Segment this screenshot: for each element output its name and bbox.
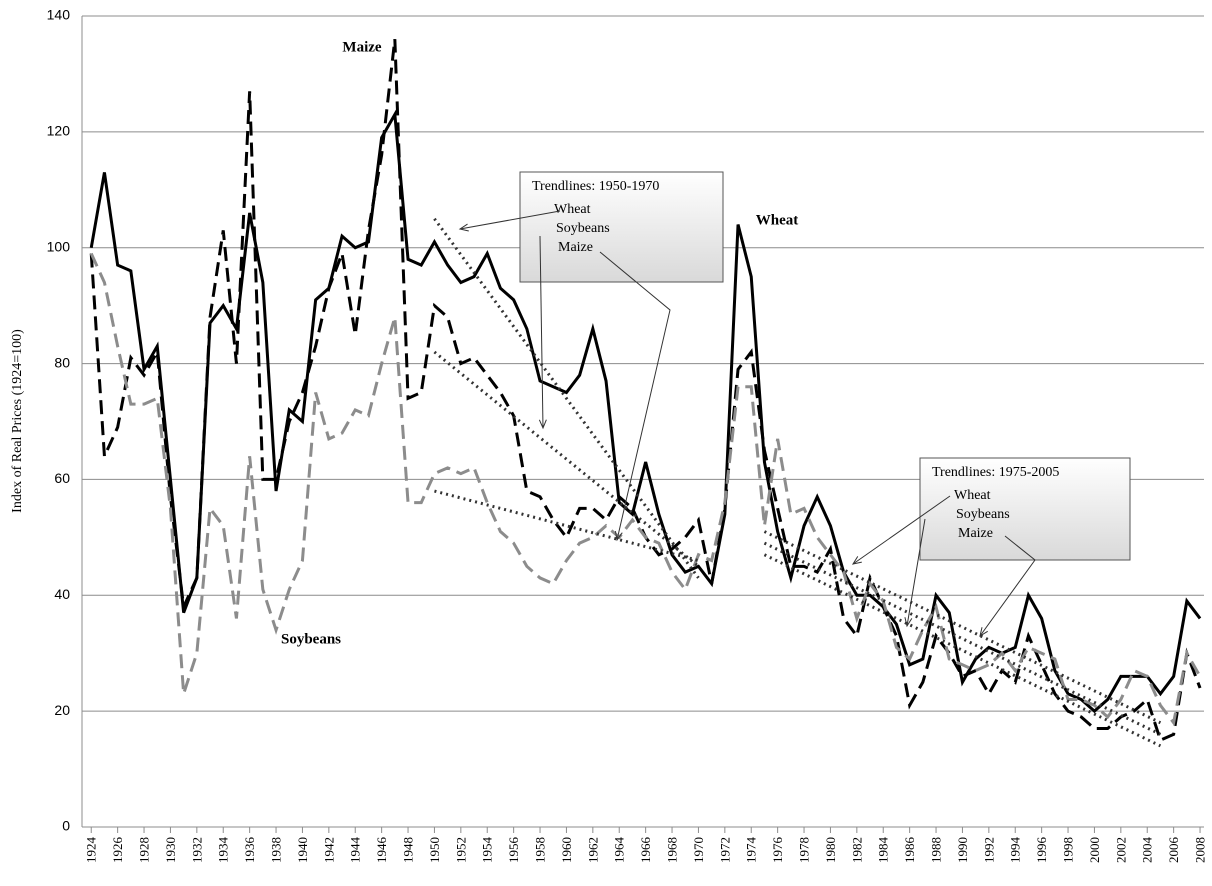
- series-line: [89, 252, 1202, 727]
- x-tick-label: 1982: [849, 837, 864, 863]
- annotation-item: Maize: [558, 240, 593, 255]
- x-tick-label: 2006: [1166, 837, 1181, 864]
- x-tick-label: 1966: [638, 837, 653, 864]
- x-tick-label: 1986: [902, 837, 917, 864]
- annotation-arrow: [979, 535, 1036, 637]
- arrow-head: [538, 419, 547, 430]
- arrow-head: [904, 617, 913, 628]
- x-tick-label: 1960: [559, 837, 574, 863]
- x-tick-label: 1978: [797, 837, 812, 863]
- x-tick-label: 1946: [374, 837, 389, 864]
- annotation-item: Wheat: [554, 202, 591, 217]
- series-label: Wheat: [756, 212, 799, 228]
- trendline: [433, 217, 700, 579]
- annotation-item: Soybeans: [956, 507, 1010, 522]
- y-tick-label: 80: [54, 354, 70, 370]
- annotation-box: [519, 171, 724, 283]
- arrow-head: [458, 223, 469, 232]
- x-tick-label: 1976: [770, 837, 785, 864]
- x-tick-label: 1990: [955, 837, 970, 863]
- x-tick-label: 1954: [480, 837, 495, 864]
- x-tick-label: 1970: [691, 837, 706, 863]
- x-tick-label: 1936: [242, 837, 257, 864]
- series-label: Soybeans: [281, 631, 341, 647]
- x-tick-label: 1964: [612, 837, 627, 864]
- x-tick-label: 1962: [585, 837, 600, 863]
- x-tick-label: 1930: [163, 837, 178, 863]
- arrow-head: [851, 556, 862, 565]
- trendline: [763, 553, 1162, 748]
- y-tick-label: 140: [47, 7, 71, 23]
- x-tick-label: 1958: [533, 837, 548, 863]
- annotation-item: Wheat: [954, 488, 991, 503]
- trendline: [763, 530, 1162, 725]
- x-tick-label: 1992: [981, 837, 996, 863]
- x-tick-label: 1984: [876, 837, 891, 864]
- trendline: [433, 350, 700, 568]
- x-tick-label: 1972: [717, 837, 732, 863]
- x-tick-label: 1944: [348, 837, 363, 864]
- y-tick-label: 120: [47, 123, 71, 139]
- y-tick-label: 60: [54, 470, 70, 486]
- annotation-arrow: [459, 210, 561, 230]
- x-tick-label: 1988: [929, 837, 944, 863]
- x-tick-label: 1928: [137, 837, 152, 863]
- series-line: [89, 39, 1202, 743]
- series-line: [89, 109, 1202, 714]
- x-tick-label: 2000: [1087, 837, 1102, 863]
- x-tick-label: 2004: [1140, 837, 1155, 864]
- annotation-title: Trendlines: 1975-2005: [932, 465, 1059, 480]
- x-tick-label: 1932: [189, 837, 204, 863]
- x-tick-label: 1938: [269, 837, 284, 863]
- x-tick-label: 1934: [216, 837, 231, 864]
- arrow-head: [614, 531, 623, 542]
- x-tick-label: 1956: [506, 837, 521, 864]
- annotation-item: Maize: [958, 526, 993, 541]
- annotation-arrow: [539, 235, 544, 429]
- x-tick-label: 1980: [823, 837, 838, 863]
- arrow-head: [979, 627, 988, 638]
- y-tick-label: 20: [54, 702, 70, 718]
- x-tick-label: 1924: [84, 837, 99, 864]
- series-label: Maize: [342, 39, 381, 55]
- annotation-title: Trendlines: 1950-1970: [532, 179, 659, 194]
- x-tick-label: 1942: [321, 837, 336, 863]
- y-tick-label: 40: [54, 586, 70, 602]
- x-tick-label: 1950: [427, 837, 442, 863]
- x-tick-label: 1996: [1034, 837, 1049, 864]
- trendline: [763, 541, 1162, 736]
- x-tick-label: 1952: [453, 837, 468, 863]
- annotation-box: [919, 457, 1131, 561]
- x-tick-label: 2008: [1193, 837, 1208, 863]
- x-tick-label: 1926: [110, 837, 125, 864]
- trendline: [434, 489, 699, 562]
- annotation-arrow: [852, 495, 951, 565]
- x-tick-label: 1948: [401, 837, 416, 863]
- annotation-arrow: [906, 518, 926, 627]
- x-tick-label: 1994: [1008, 837, 1023, 864]
- x-tick-label: 2002: [1113, 837, 1128, 863]
- y-axis-label: Index of Real Prices (1924=100): [10, 329, 25, 513]
- y-tick-label: 0: [62, 818, 70, 834]
- annotation-arrow: [599, 251, 671, 541]
- y-tick-label: 100: [47, 238, 71, 254]
- x-tick-label: 1998: [1061, 837, 1076, 863]
- x-tick-label: 1940: [295, 837, 310, 863]
- x-tick-label: 1974: [744, 837, 759, 864]
- x-tick-label: 1968: [665, 837, 680, 863]
- annotation-item: Soybeans: [556, 221, 610, 236]
